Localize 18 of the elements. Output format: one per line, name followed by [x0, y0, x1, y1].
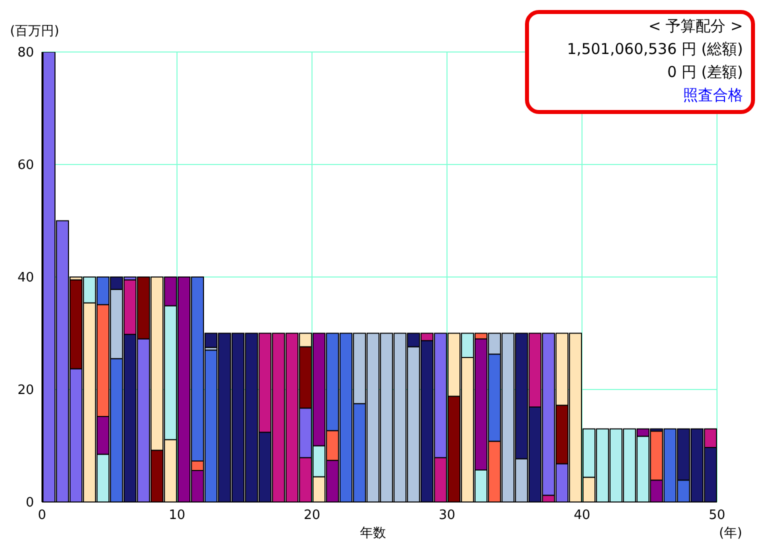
y-tick-label: 40 [17, 270, 34, 286]
text: < 予算配分 > [647, 16, 743, 37]
y-tick-label: 0 [26, 496, 34, 511]
x-axis-title: 年数 [360, 525, 386, 542]
x-tick-label: 30 [438, 508, 456, 524]
text: (年) [719, 525, 742, 542]
y-tick-label: 60 [17, 158, 34, 174]
y-tick-label: 20 [17, 383, 34, 398]
y-axis-title: (百万円) [10, 23, 60, 40]
annotation: 0 円 (差額) [666, 62, 743, 83]
x-tick-label: 10 [168, 508, 186, 524]
annotation: 1,501,060,536 円 (総額) [567, 39, 743, 60]
x-tick-label: 0 [38, 508, 46, 524]
x-tick-label: 20 [304, 508, 320, 524]
x-tick-label: 50 [708, 508, 726, 524]
x-tick-label: 40 [574, 508, 590, 524]
annotation: 照査合格 [682, 85, 743, 106]
y-tick-label: 80 [17, 46, 34, 61]
